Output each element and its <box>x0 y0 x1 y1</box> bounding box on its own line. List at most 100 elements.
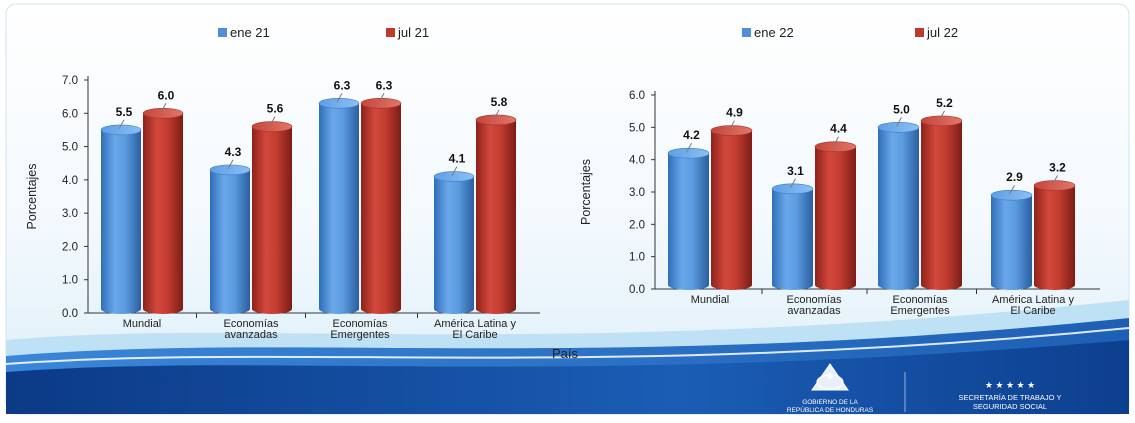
data-label: 4.1 <box>449 152 466 166</box>
bar-top <box>1033 180 1076 191</box>
y-tick-label: 6.0 <box>629 90 645 102</box>
bar-ene-21-3: 4.1 <box>433 152 475 314</box>
y-axis-label: Porcentajes <box>579 159 593 225</box>
bar-ene-21-0: 5.5 <box>100 105 142 314</box>
data-label-leader <box>729 120 735 130</box>
data-label-leader <box>269 116 276 126</box>
secretaria-line1: SECRETARÍA DE TRABAJO Y <box>959 393 1062 402</box>
bar-top <box>771 183 814 195</box>
data-label-leader <box>686 142 692 153</box>
data-label-leader <box>833 136 839 146</box>
category-label: Economías Emergentes <box>330 318 390 341</box>
bar-jul-21-0: 6.0 <box>142 88 184 315</box>
bar-body <box>711 130 752 290</box>
category-label: Economías avanzadas <box>786 294 842 317</box>
y-tick-label: 4.0 <box>62 175 78 187</box>
y-tick-label: 7.0 <box>62 75 78 87</box>
legend-swatch <box>218 28 227 37</box>
bar-top <box>710 125 753 136</box>
data-label-leader <box>451 166 458 176</box>
data-label: 4.9 <box>726 106 743 120</box>
y-tick-label: 0.0 <box>62 308 78 320</box>
stars-icon: ★ ★ ★ ★ ★ <box>985 380 1035 390</box>
y-tick-label: 2.0 <box>62 241 78 253</box>
data-label-leader <box>939 110 945 121</box>
bar-body <box>101 129 141 314</box>
data-label-leader <box>896 117 902 127</box>
category-label: Economías avanzadas <box>223 318 279 341</box>
bar-body <box>878 127 919 290</box>
coat-of-arms-icon <box>811 363 849 391</box>
secretaria-logo: ★ ★ ★ ★ ★ SECRETARÍA DE TRABAJO Y SEGURI… <box>959 380 1062 411</box>
data-label-leader <box>336 93 343 103</box>
data-label-leader <box>1009 184 1015 195</box>
bar-jul-21-3: 5.8 <box>475 95 517 314</box>
bar-ene-22-3: 2.9 <box>990 170 1033 290</box>
bar-top <box>990 189 1033 201</box>
y-tick-label: 5.0 <box>629 122 645 134</box>
bar-jul-21-1: 5.6 <box>251 102 293 314</box>
bar-top <box>318 98 360 109</box>
data-label: 6.3 <box>376 78 393 92</box>
data-label: 5.6 <box>267 102 284 116</box>
secretaria-line2: SEGURIDAD SOCIAL <box>973 402 1047 411</box>
category-label: Mundial <box>691 294 730 306</box>
bar-jul-22-1: 4.4 <box>814 122 857 290</box>
bar-top <box>142 107 184 119</box>
legend-swatch <box>915 28 924 37</box>
bar-top <box>667 147 710 159</box>
data-label-leader <box>1052 175 1058 185</box>
category-label: América Latina y El Caribe <box>992 294 1074 317</box>
bar-body <box>434 176 474 314</box>
data-label: 5.8 <box>491 95 508 109</box>
y-tick-label: 3.0 <box>62 208 78 220</box>
bar-top <box>251 121 293 132</box>
bar-body <box>361 103 401 314</box>
bar-ene-21-1: 4.3 <box>209 145 251 314</box>
data-label: 6.0 <box>158 88 175 102</box>
data-label: 4.4 <box>830 122 847 136</box>
bar-top <box>475 114 517 126</box>
data-label-leader <box>227 159 234 170</box>
data-label: 3.2 <box>1049 161 1066 175</box>
bar-body <box>143 113 183 315</box>
data-label-leader <box>378 93 385 103</box>
bar-ene-22-0: 4.2 <box>667 128 710 290</box>
bar-jul-22-3: 3.2 <box>1033 161 1076 290</box>
y-tick-label: 4.0 <box>629 155 645 167</box>
y-tick-label: 5.0 <box>62 142 78 154</box>
data-label-leader <box>160 103 167 113</box>
bar-jul-22-0: 4.9 <box>710 106 753 290</box>
y-axis-label: Porcentajes <box>25 163 39 229</box>
data-label: 4.2 <box>683 128 700 142</box>
category-label: Economías Emergentes <box>890 294 950 317</box>
data-label: 3.1 <box>787 164 804 178</box>
category-label: Mundial <box>123 318 162 330</box>
bar-jul-21-2: 6.3 <box>360 78 402 314</box>
bar-body <box>252 126 292 314</box>
bar-top <box>433 171 475 182</box>
bar-top <box>877 122 920 133</box>
data-label-leader <box>790 178 796 189</box>
category-label: América Latina y El Caribe <box>434 318 516 341</box>
bar-body <box>319 103 359 314</box>
bar-body <box>815 146 856 290</box>
gov-line2: REPÚBLICA DE HONDURAS <box>787 405 874 414</box>
bar-body <box>921 120 962 290</box>
legend-swatch <box>742 28 751 37</box>
data-label: 5.2 <box>936 96 953 110</box>
data-label: 2.9 <box>1006 170 1023 184</box>
bar-top <box>100 124 142 136</box>
data-label: 5.0 <box>893 102 910 116</box>
legend-label: jul 21 <box>397 25 429 40</box>
y-tick-label: 1.0 <box>62 275 78 287</box>
legend-label: ene 21 <box>230 25 270 40</box>
data-label-leader <box>493 109 500 120</box>
government-logo: GOBIERNO DE LA REPÚBLICA DE HONDURAS <box>787 363 874 414</box>
y-tick-label: 0.0 <box>629 284 645 296</box>
data-label: 5.5 <box>116 105 133 119</box>
bar-jul-22-2: 5.2 <box>920 96 963 290</box>
bar-body <box>668 153 709 290</box>
